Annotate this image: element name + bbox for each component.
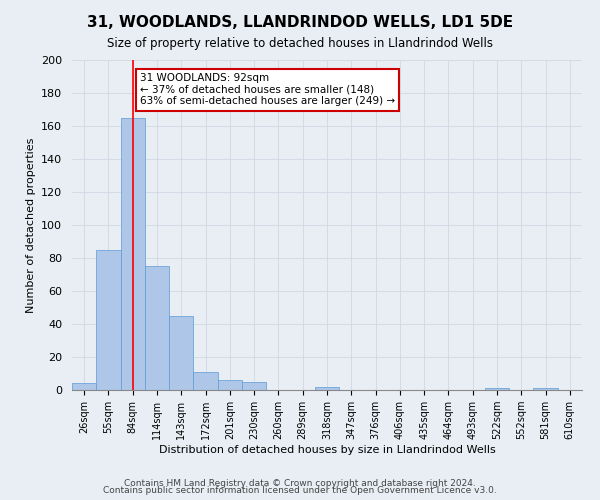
Bar [145, 266, 169, 390]
Bar [218, 380, 242, 390]
Text: Contains public sector information licensed under the Open Government Licence v3: Contains public sector information licen… [103, 486, 497, 495]
Text: Contains HM Land Registry data © Crown copyright and database right 2024.: Contains HM Land Registry data © Crown c… [124, 478, 476, 488]
Text: 31, WOODLANDS, LLANDRINDOD WELLS, LD1 5DE: 31, WOODLANDS, LLANDRINDOD WELLS, LD1 5D… [87, 15, 513, 30]
Bar [533, 388, 558, 390]
Bar [485, 388, 509, 390]
X-axis label: Distribution of detached houses by size in Llandrindod Wells: Distribution of detached houses by size … [158, 445, 496, 455]
Bar [72, 384, 96, 390]
Bar [315, 386, 339, 390]
Bar [169, 316, 193, 390]
Text: Size of property relative to detached houses in Llandrindod Wells: Size of property relative to detached ho… [107, 38, 493, 51]
Bar [121, 118, 145, 390]
Y-axis label: Number of detached properties: Number of detached properties [26, 138, 35, 312]
Bar [193, 372, 218, 390]
Text: 31 WOODLANDS: 92sqm
← 37% of detached houses are smaller (148)
63% of semi-detac: 31 WOODLANDS: 92sqm ← 37% of detached ho… [140, 73, 395, 106]
Bar [242, 382, 266, 390]
Bar [96, 250, 121, 390]
